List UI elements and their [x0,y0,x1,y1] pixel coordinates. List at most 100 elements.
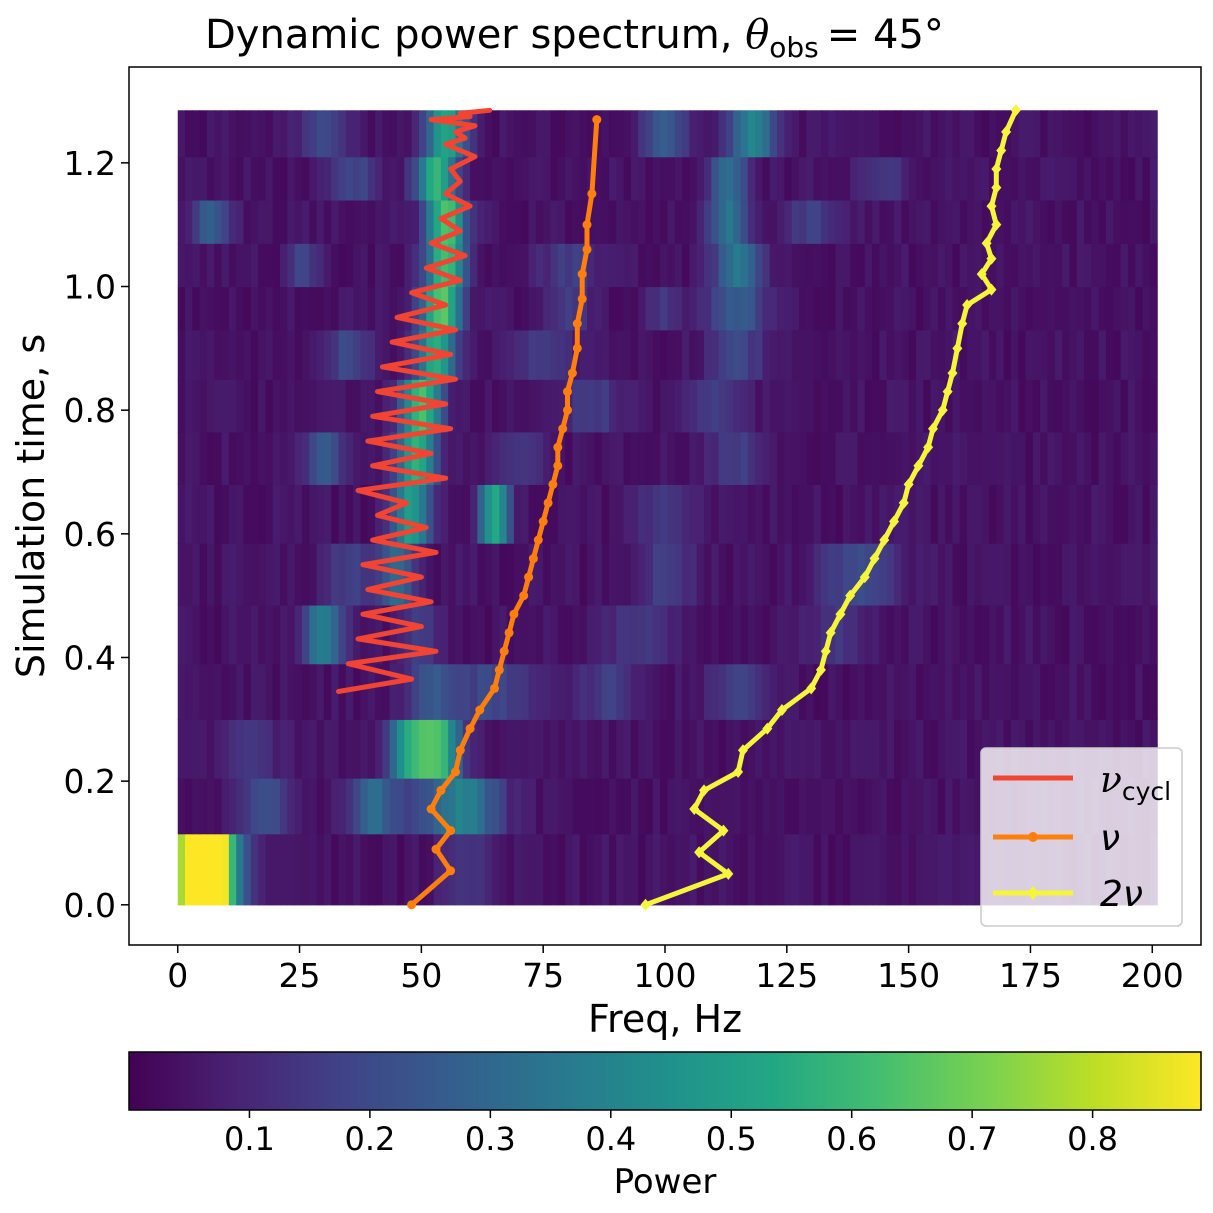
heatmap-cell [309,199,318,244]
heatmap-cell [477,663,486,720]
heatmap-cell [353,243,362,288]
heatmap-cell [345,199,354,244]
heatmap-cell [243,431,252,485]
colorbar-tick-label: 0.7 [947,1120,998,1158]
heatmap-cell [1142,286,1151,331]
heatmap-cell [981,110,990,158]
heatmap-cell [747,379,756,433]
heatmap-cell [674,604,683,665]
heatmap-cell [1105,286,1114,331]
heatmap-cell [572,156,581,201]
heatmap-cell [915,110,924,158]
heatmap-cell [462,604,471,665]
heatmap-cell [367,778,376,835]
heatmap-cell [1091,199,1100,244]
heatmap-cell [265,778,274,835]
heatmap-cell [703,286,712,331]
heatmap-cell [915,329,924,380]
heatmap-cell [477,286,486,331]
heatmap-cell [733,431,742,485]
heatmap-cell [411,484,420,544]
heatmap-cell [1010,156,1019,201]
heatmap-cell [1149,663,1158,720]
heatmap-cell [696,719,705,779]
heatmap-cell [375,663,383,720]
heatmap-cell [484,199,493,244]
heatmap-cell [718,543,727,606]
heatmap-cell [682,243,690,288]
heatmap-cell [280,543,288,606]
heatmap-cell [177,329,186,380]
heatmap-cell [316,431,325,485]
heatmap-cell [236,543,245,606]
heatmap-cell [557,543,566,606]
heatmap-cell [733,484,742,544]
heatmap-cell [353,484,362,544]
heatmap-cell [433,833,442,906]
heatmap-cell [484,156,493,201]
heatmap-cell [923,833,932,906]
heatmap-cell [294,543,303,606]
heatmap-cell [806,833,815,906]
heatmap-cell [989,663,997,720]
heatmap-cell [353,286,362,331]
colorbar-tick-label: 0.2 [344,1120,395,1158]
heatmap-cell [601,110,610,158]
heatmap-cell [630,329,639,380]
heatmap-cell [185,286,193,331]
heatmap-cell [528,719,537,779]
heatmap-cell [1062,379,1071,433]
heatmap-cell [214,243,223,288]
heatmap-cell [842,719,851,779]
legend-marker-nu [1028,832,1038,842]
heatmap-cell [301,604,310,665]
heatmap-cell [177,156,186,201]
heatmap-cell [791,286,800,331]
heatmap-cell [470,156,478,201]
heatmap-cell [645,431,654,485]
heatmap-cell [791,484,800,544]
heatmap-cell [265,543,274,606]
heatmap-cell [674,110,683,158]
heatmap-cell [1098,543,1107,606]
heatmap-cell [667,833,676,906]
heatmap-cell [1032,329,1041,380]
heatmap-cell [784,329,793,380]
heatmap-cell [433,110,442,158]
heatmap-cell [623,543,632,606]
heatmap-cell [886,604,895,665]
heatmap-cell [1076,199,1085,244]
heatmap-cell [513,778,522,835]
heatmap-cell [879,243,888,288]
heatmap-cell [250,543,259,606]
heatmap-cell [550,286,559,331]
heatmap-cell [1105,243,1114,288]
heatmap-cell [565,604,574,665]
heatmap-cell [594,484,603,544]
heatmap-cell [440,663,449,720]
heatmap-cell [689,431,698,485]
heatmap-cell [1069,110,1078,158]
series-point-nu [572,319,582,329]
colorbar-tick-label: 0.4 [585,1120,636,1158]
heatmap-cell [733,719,742,779]
heatmap-cell [908,663,917,720]
heatmap-cell [228,243,237,288]
heatmap-cell [784,543,793,606]
y-tick-label: 0.2 [64,762,116,801]
heatmap-cell [579,604,588,665]
heatmap-cell [206,604,215,665]
heatmap-cell [1069,663,1078,720]
series-point-2nu [923,441,934,454]
heatmap-cell [345,778,354,835]
x-tick-label: 200 [1121,956,1184,995]
heatmap-cell [689,286,698,331]
heatmap-cell [769,604,778,665]
heatmap-cell [448,199,457,244]
heatmap-cell [630,833,639,906]
heatmap-cell [1069,199,1078,244]
heatmap-cell [1003,484,1012,544]
heatmap-cell [389,778,398,835]
heatmap-cell [696,156,705,201]
heatmap-cell [440,110,449,158]
